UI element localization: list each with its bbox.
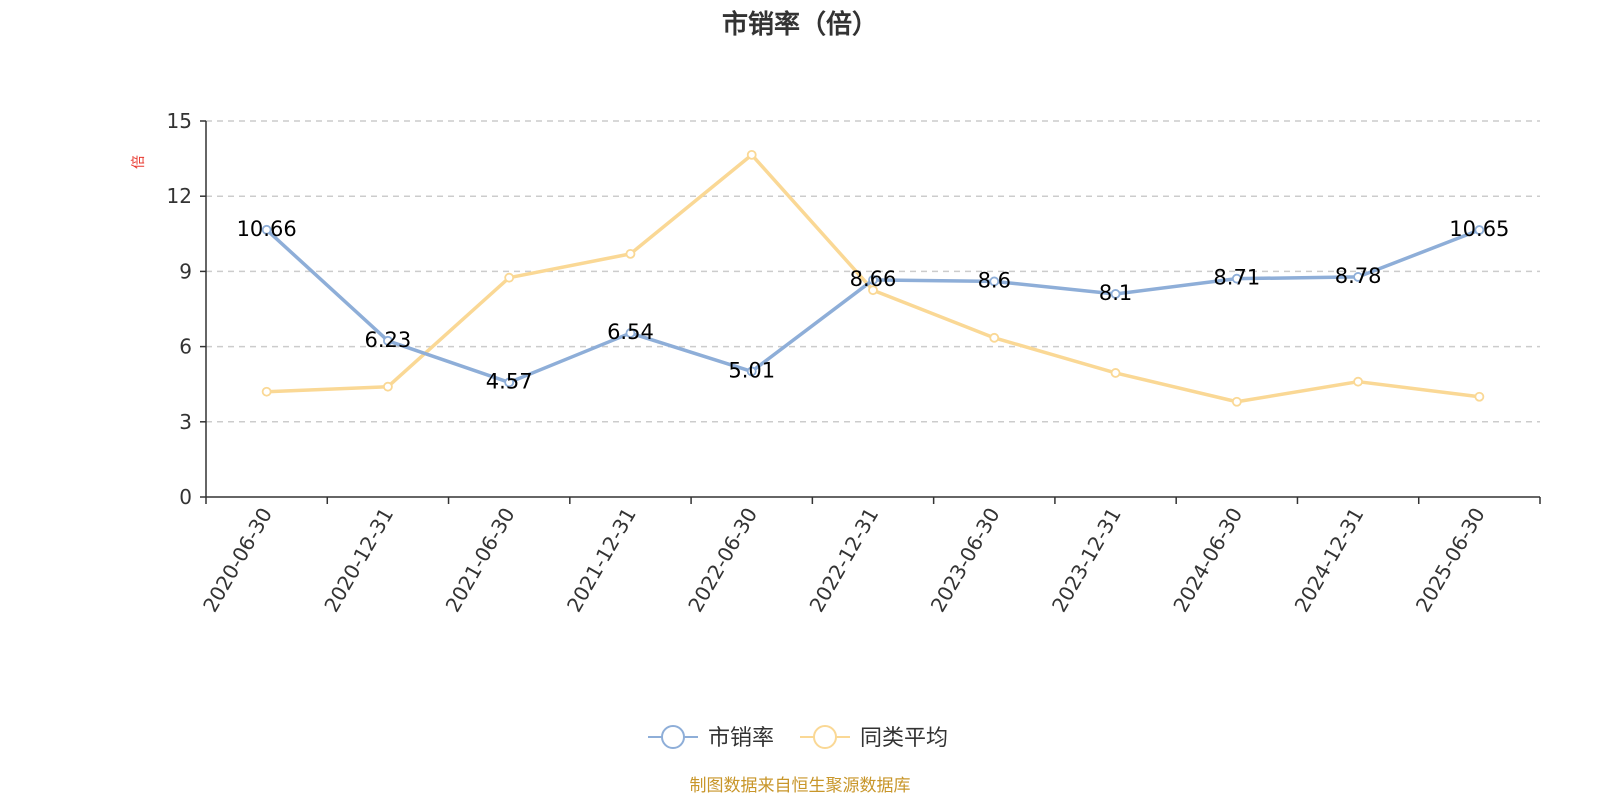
legend-marker — [813, 725, 837, 749]
x-tick-label: 2024-06-30 — [1168, 504, 1247, 617]
point-average — [868, 285, 878, 296]
data-label: 5.01 — [728, 358, 775, 382]
data-label: 8.66 — [850, 267, 897, 291]
data-label: 10.66 — [237, 217, 297, 241]
point-average — [989, 332, 1000, 343]
axes: 0 3 6 9 12 15 2020-06-30 2020-12-31 2021-06-30 20… — [167, 109, 1541, 617]
x-tick-label: 2020-12-31 — [319, 504, 398, 617]
point-average — [383, 381, 393, 392]
point-average — [1231, 396, 1242, 407]
point-main — [1231, 273, 1242, 284]
legend-label: 市销率 — [708, 726, 774, 751]
y-tick-label: 0 — [179, 485, 192, 509]
point-average — [746, 149, 757, 160]
x-tick-label: 2023-06-30 — [926, 504, 1005, 617]
chart-title: 市销率（倍） — [722, 9, 878, 40]
point-main — [383, 335, 393, 346]
legend-item-average[interactable]: 同类平均 — [800, 725, 948, 751]
legend-item-main[interactable]: 市销率 — [648, 725, 774, 751]
x-tick-label: 2021-12-31 — [562, 504, 641, 617]
series-lines — [261, 149, 1485, 407]
point-main — [1474, 225, 1485, 235]
y-tick-label: 12 — [167, 184, 192, 208]
grid-lines — [206, 120, 1540, 423]
x-tick-label: 2020-06-30 — [198, 504, 277, 617]
data-label: 8.1 — [1099, 281, 1132, 305]
y-tick-label: 3 — [179, 410, 192, 434]
data-label: 6.23 — [365, 328, 412, 352]
point-average — [1110, 368, 1121, 378]
data-label: 4.57 — [486, 369, 533, 393]
point-average — [1474, 391, 1485, 402]
data-label: 8.6 — [978, 268, 1011, 292]
point-average — [625, 248, 636, 259]
x-tick-label: 2024-12-31 — [1290, 504, 1369, 617]
x-tick-label: 2022-06-30 — [683, 504, 762, 617]
point-average — [1353, 376, 1363, 387]
data-label: 8.78 — [1335, 264, 1382, 288]
point-main — [1110, 289, 1121, 299]
series-line-main — [265, 228, 1480, 385]
y-tick-label: 6 — [179, 335, 192, 359]
x-tick-label: 2021-06-30 — [441, 504, 520, 617]
x-tick-label: 2023-12-31 — [1047, 504, 1126, 617]
legend-marker — [661, 725, 685, 749]
point-main — [625, 328, 636, 338]
point-average — [504, 272, 515, 283]
point-main — [868, 275, 878, 285]
point-average — [261, 386, 272, 397]
data-labels: 10.66 6.23 4.57 6.54 5.01 8.66 8.6 8.1 8.71 8.78 1… — [237, 217, 1510, 394]
point-main — [504, 377, 515, 388]
y-axis-unit: 倍 — [131, 155, 147, 169]
data-label: 10.65 — [1449, 217, 1509, 241]
x-tick-label: 2025-06-30 — [1411, 504, 1490, 617]
point-main — [989, 276, 1000, 287]
data-label: 6.54 — [607, 320, 654, 344]
y-tick-label: 15 — [167, 109, 192, 133]
legend-label: 同类平均 — [860, 726, 948, 751]
point-main — [746, 366, 757, 377]
y-tick-label: 9 — [179, 259, 192, 283]
point-main — [1353, 272, 1363, 282]
legend[interactable]: 市销率 同类平均 — [648, 725, 948, 751]
data-label: 8.71 — [1213, 266, 1260, 290]
x-tick-label: 2022-12-31 — [804, 504, 883, 617]
source-note: 制图数据来自恒生聚源数据库 — [690, 776, 911, 796]
point-main — [261, 224, 272, 235]
